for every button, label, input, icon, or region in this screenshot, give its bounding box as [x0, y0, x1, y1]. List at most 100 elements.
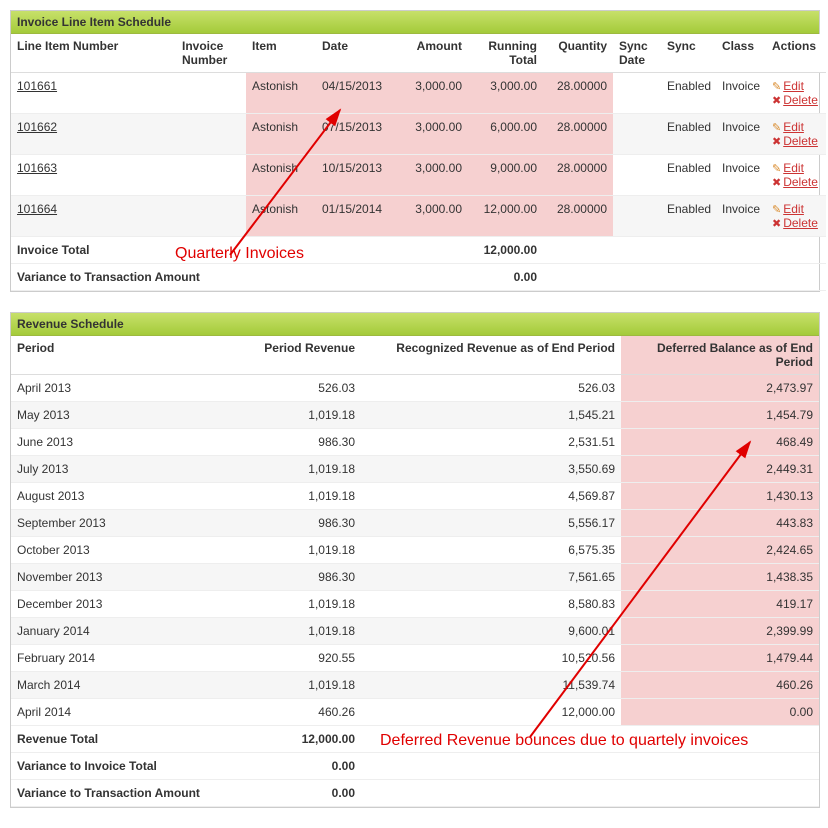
table-row: April 2014460.2612,000.000.00 — [11, 699, 819, 726]
variance-invoice-label: Variance to Invoice Total — [11, 753, 241, 780]
cell-period: March 2014 — [11, 672, 241, 699]
revenue-panel: Revenue Schedule Period Period Revenue R… — [10, 312, 820, 808]
table-row: April 2013526.03526.032,473.97 — [11, 375, 819, 402]
cell-date: 04/15/2013 — [316, 73, 398, 114]
cell-recognized: 526.03 — [361, 375, 621, 402]
cell-recognized: 7,561.65 — [361, 564, 621, 591]
cell-period-rev: 1,019.18 — [241, 402, 361, 429]
cell-period-rev: 1,019.18 — [241, 591, 361, 618]
cell-invoice-number — [176, 155, 246, 196]
table-row: February 2014920.5510,520.561,479.44 — [11, 645, 819, 672]
cell-deferred: 2,449.31 — [621, 456, 819, 483]
table-row: 101662Astonish07/15/20133,000.006,000.00… — [11, 114, 826, 155]
revenue-total-label: Revenue Total — [11, 726, 241, 753]
delete-link[interactable]: Delete — [783, 93, 818, 107]
invoice-table: Line Item Number Invoice Number Item Dat… — [11, 34, 826, 291]
cell-class: Invoice — [716, 155, 766, 196]
invoice-total-label: Invoice Total — [11, 237, 398, 264]
cell-qty: 28.00000 — [543, 196, 613, 237]
cell-period-rev: 460.26 — [241, 699, 361, 726]
delete-link[interactable]: Delete — [783, 175, 818, 189]
cell-deferred: 468.49 — [621, 429, 819, 456]
col-date: Date — [316, 34, 398, 73]
table-row: September 2013986.305,556.17443.83 — [11, 510, 819, 537]
cell-sync: Enabled — [661, 155, 716, 196]
line-item-link[interactable]: 101663 — [17, 161, 57, 175]
variance-txn2-label: Variance to Transaction Amount — [11, 780, 241, 807]
edit-link[interactable]: Edit — [783, 120, 804, 134]
pencil-icon — [772, 120, 783, 134]
col-invoice-number: Invoice Number — [176, 34, 246, 73]
col-item: Item — [246, 34, 316, 73]
cell-recognized: 9,600.01 — [361, 618, 621, 645]
variance-txn2-value: 0.00 — [241, 780, 361, 807]
invoice-panel-wrap: Invoice Line Item Schedule Line Item Num… — [10, 10, 818, 292]
cell-recognized: 2,531.51 — [361, 429, 621, 456]
cell-period-rev: 1,019.18 — [241, 618, 361, 645]
cell-deferred: 2,473.97 — [621, 375, 819, 402]
cell-period-rev: 986.30 — [241, 429, 361, 456]
col-deferred: Deferred Balance as of End Period — [621, 336, 819, 375]
cell-period-rev: 986.30 — [241, 510, 361, 537]
cell-recognized: 10,520.56 — [361, 645, 621, 672]
cell-qty: 28.00000 — [543, 155, 613, 196]
cell-qty: 28.00000 — [543, 114, 613, 155]
edit-link[interactable]: Edit — [783, 79, 804, 93]
line-item-link[interactable]: 101664 — [17, 202, 57, 216]
cell-period: April 2014 — [11, 699, 241, 726]
edit-link[interactable]: Edit — [783, 202, 804, 216]
cell-sync-date — [613, 196, 661, 237]
delete-link[interactable]: Delete — [783, 216, 818, 230]
cell-deferred: 1,454.79 — [621, 402, 819, 429]
cell-class: Invoice — [716, 114, 766, 155]
cell-period: December 2013 — [11, 591, 241, 618]
revenue-total-value: 12,000.00 — [241, 726, 361, 753]
table-row: 101664Astonish01/15/20143,000.0012,000.0… — [11, 196, 826, 237]
cell-period: January 2014 — [11, 618, 241, 645]
cell-deferred: 419.17 — [621, 591, 819, 618]
cell-item: Astonish — [246, 196, 316, 237]
cell-period: February 2014 — [11, 645, 241, 672]
variance-txn-label: Variance to Transaction Amount — [11, 264, 398, 291]
col-sync: Sync — [661, 34, 716, 73]
cell-period-rev: 1,019.18 — [241, 672, 361, 699]
pencil-icon — [772, 79, 783, 93]
line-item-link[interactable]: 101661 — [17, 79, 57, 93]
cell-period-rev: 1,019.18 — [241, 483, 361, 510]
col-period-revenue: Period Revenue — [241, 336, 361, 375]
cell-class: Invoice — [716, 73, 766, 114]
col-period: Period — [11, 336, 241, 375]
cell-period-rev: 526.03 — [241, 375, 361, 402]
revenue-table: Period Period Revenue Recognized Revenue… — [11, 336, 819, 807]
col-quantity: Quantity — [543, 34, 613, 73]
table-row: January 20141,019.189,600.012,399.99 — [11, 618, 819, 645]
line-item-link[interactable]: 101662 — [17, 120, 57, 134]
edit-link[interactable]: Edit — [783, 161, 804, 175]
revenue-panel-title: Revenue Schedule — [11, 313, 819, 336]
cell-recognized: 12,000.00 — [361, 699, 621, 726]
cell-recognized: 3,550.69 — [361, 456, 621, 483]
cell-item: Astonish — [246, 114, 316, 155]
cell-deferred: 2,399.99 — [621, 618, 819, 645]
cell-recognized: 5,556.17 — [361, 510, 621, 537]
delete-icon — [772, 175, 783, 189]
cell-sync-date — [613, 155, 661, 196]
cell-sync: Enabled — [661, 114, 716, 155]
cell-deferred: 2,424.65 — [621, 537, 819, 564]
cell-period: September 2013 — [11, 510, 241, 537]
revenue-panel-wrap: Revenue Schedule Period Period Revenue R… — [10, 312, 818, 808]
cell-item: Astonish — [246, 73, 316, 114]
cell-deferred: 0.00 — [621, 699, 819, 726]
cell-sync-date — [613, 73, 661, 114]
delete-link[interactable]: Delete — [783, 134, 818, 148]
cell-running: 12,000.00 — [468, 196, 543, 237]
cell-recognized: 4,569.87 — [361, 483, 621, 510]
cell-running: 3,000.00 — [468, 73, 543, 114]
invoice-total-value: 12,000.00 — [398, 237, 543, 264]
cell-class: Invoice — [716, 196, 766, 237]
col-recognized: Recognized Revenue as of End Period — [361, 336, 621, 375]
variance-invoice-value: 0.00 — [241, 753, 361, 780]
cell-deferred: 1,438.35 — [621, 564, 819, 591]
cell-period: July 2013 — [11, 456, 241, 483]
col-amount: Amount — [398, 34, 468, 73]
